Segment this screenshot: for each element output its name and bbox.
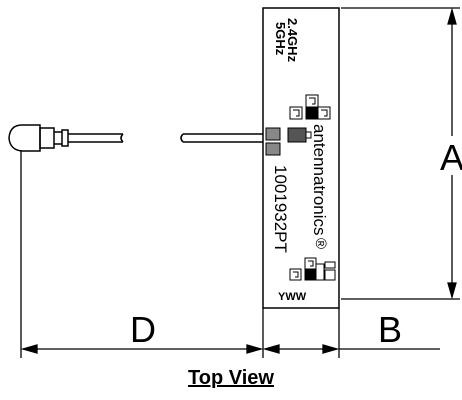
date-code: YWW bbox=[278, 291, 307, 303]
dimension-label-b: B bbox=[378, 309, 402, 350]
frequency-label-line1: 2.4GHz bbox=[285, 18, 300, 63]
part-number: 1001932PT bbox=[271, 165, 290, 253]
brand-label-part1: antenna bbox=[310, 124, 329, 186]
extension-lines bbox=[20, 150, 340, 358]
brand-label: antennatronics bbox=[310, 124, 329, 236]
dimension-label-d: D bbox=[130, 309, 156, 350]
cable-segment-left bbox=[68, 133, 124, 143]
antenna-body bbox=[262, 7, 340, 309]
dimension-label-a: A bbox=[440, 137, 462, 178]
logo-glyph-bottom bbox=[289, 257, 336, 281]
dimension-a bbox=[341, 7, 460, 300]
logo-glyph-top bbox=[289, 94, 331, 120]
brand-label-part2: tronics bbox=[310, 185, 329, 235]
dimension-b bbox=[262, 344, 440, 354]
cable-connector bbox=[8, 124, 69, 152]
frequency-label-line2: 5GHz bbox=[273, 22, 288, 56]
feed-pads bbox=[265, 127, 312, 156]
view-title: Top View bbox=[188, 367, 274, 389]
dimension-d bbox=[20, 344, 264, 354]
registered-mark: ® bbox=[312, 238, 329, 249]
